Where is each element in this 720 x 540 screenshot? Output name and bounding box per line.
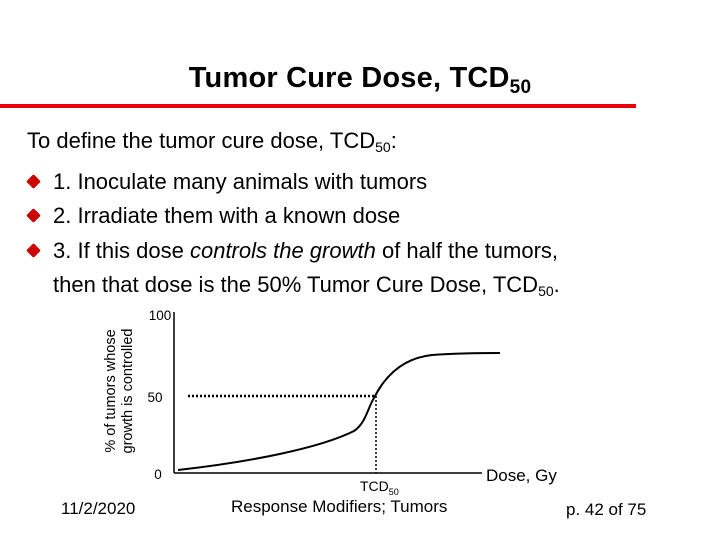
bullet-text-3a: 3. If this dose	[53, 237, 190, 263]
bullet-text-1: 1. Inoculate many animals with tumors	[53, 168, 428, 194]
continuation-line: then that dose is the 50% Tumor Cure Dos…	[27, 268, 707, 309]
footer-center-title: Response Modifiers; Tumors	[231, 497, 448, 516]
continuation-text: then that dose is the 50% Tumor Cure Dos…	[53, 272, 539, 297]
intro-subscript: 50	[375, 139, 391, 155]
continuation-subscript: 50	[538, 283, 554, 299]
tcd50-label: TCD50	[360, 478, 399, 497]
bullet-text-3-emphasis: controls the growth	[189, 237, 376, 263]
y-axis-label-line2: growth is controlled	[120, 329, 136, 454]
footer-page-number: p. 42 of 75	[566, 500, 647, 519]
body-text: To define the tumor cure dose, TCD50: 1.…	[26, 124, 707, 309]
intro-suffix: :	[390, 128, 397, 153]
continuation-suffix: .	[553, 272, 560, 297]
dose-response-curve	[177, 352, 501, 471]
x-axis-label: Dose, Gy	[486, 466, 557, 485]
bullet-item-3: 3. If this dose controls the growth of h…	[26, 234, 707, 269]
bullet-item-2: 2. Irradiate them with a known dose	[26, 199, 707, 234]
bullet-text-2: 2. Irradiate them with a known dose	[53, 203, 401, 228]
footer-date: 11/2/2020	[61, 499, 136, 518]
y-tick-label-100: 100	[149, 308, 172, 323]
bullet-item-1: 1. Inoculate many animals with tumors	[26, 165, 707, 200]
title-text: Tumor Cure Dose, TCD	[188, 62, 510, 94]
y-tick-label-50: 50	[147, 390, 162, 405]
y-axis-label-line1: % of tumors whose	[103, 329, 119, 452]
intro-text: To define the tumor cure dose, TCD	[27, 128, 376, 153]
title-subscript: 50	[509, 77, 532, 98]
title-rule	[0, 104, 636, 108]
y-tick-label-0: 0	[154, 467, 162, 482]
intro-line: To define the tumor cure dose, TCD50:	[27, 124, 707, 165]
bullet-text-3b: of half the tumors,	[375, 237, 559, 263]
slide-title: Tumor Cure Dose, TCD50	[0, 62, 720, 99]
